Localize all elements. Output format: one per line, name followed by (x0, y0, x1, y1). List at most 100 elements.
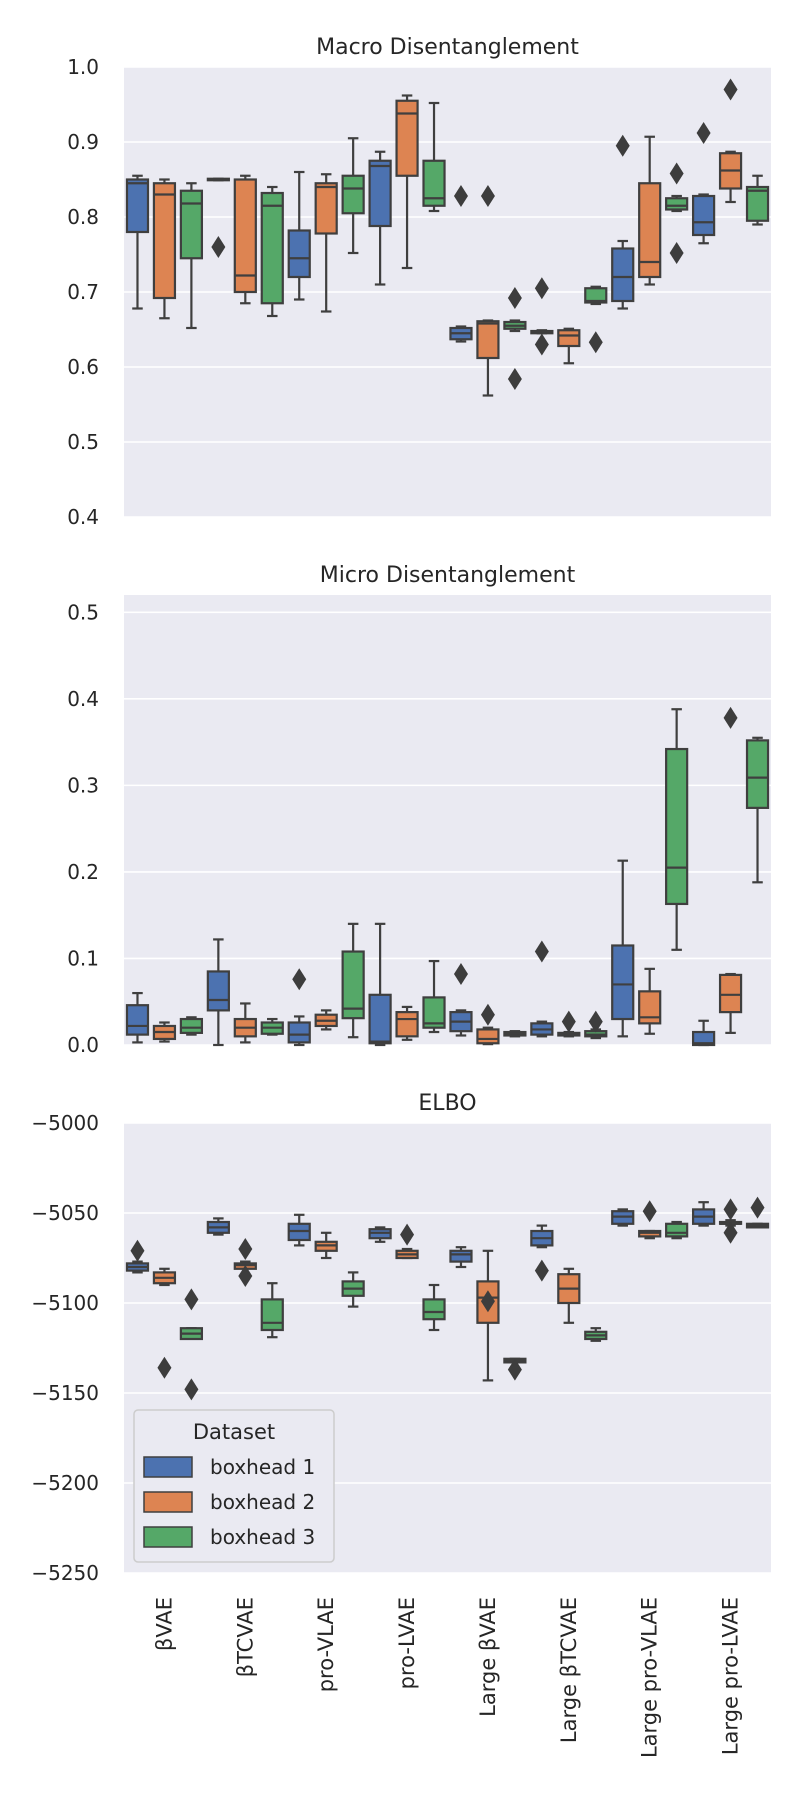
box-7-0 (691, 1201, 716, 1227)
legend-frame (133, 1409, 335, 1563)
box-iqr (368, 159, 392, 228)
box-0-2 (179, 1016, 204, 1036)
y-tick-label: 0.9 (67, 130, 99, 154)
box-3-2 (422, 959, 446, 1034)
y-tick-label: 0.3 (67, 773, 99, 797)
box-3-1 (395, 1223, 419, 1260)
box-iqr (179, 189, 204, 260)
box-0-1 (152, 178, 177, 320)
outlier-marker (453, 185, 468, 207)
box-iqr (449, 1249, 473, 1263)
box-iqr (745, 739, 770, 809)
box-6-1 (638, 1200, 662, 1240)
box-5-1 (557, 327, 581, 365)
box-iqr (638, 990, 662, 1025)
outlier-marker (588, 1010, 603, 1033)
box-iqr (287, 229, 311, 279)
legend-title: Dataset (193, 1420, 275, 1444)
box-iqr (638, 182, 662, 279)
y-tick-label: 0.5 (67, 430, 99, 454)
box-0-0 (125, 991, 150, 1044)
y-tick-label: 0.6 (67, 355, 99, 379)
outlier-marker (723, 1198, 738, 1221)
x-tick-label: βVAE (152, 1597, 176, 1651)
y-tick-label: −5200 (31, 1471, 99, 1495)
box-iqr (665, 747, 689, 906)
panel-2: −5250 −5200 −5150 −5100 −5050 −5000 ELBO (31, 1091, 771, 1585)
box-iqr (611, 247, 635, 303)
outlier-marker (696, 122, 711, 144)
box-7-1 (718, 706, 743, 1034)
box-1-0 (206, 177, 230, 258)
outlier-marker (561, 1010, 576, 1033)
box-iqr (341, 950, 365, 1020)
box-2-1 (314, 1231, 338, 1260)
box-iqr (314, 182, 338, 235)
y-tick-label: 1.0 (67, 55, 99, 79)
x-tick-label: Large βVAE (476, 1597, 500, 1717)
x-tick-label: Large pro-LVAE (719, 1597, 743, 1755)
legend-label: boxhead 3 (210, 1525, 315, 1549)
x-tick-label: Large pro-VLAE (638, 1597, 662, 1758)
box-iqr (206, 970, 230, 1012)
box-6-0 (611, 859, 635, 1038)
y-tick-label: −5250 (31, 1561, 99, 1585)
box-7-2 (745, 174, 770, 226)
box-5-2 (584, 1327, 608, 1342)
panel-title: ELBO (418, 1091, 476, 1116)
outlier-marker (723, 1221, 738, 1244)
box-3-0 (368, 150, 392, 286)
legend-label: boxhead 2 (210, 1490, 315, 1514)
outlier-marker (238, 1265, 253, 1287)
box-2-1 (314, 173, 338, 313)
panel-title: Micro Disentanglement (320, 563, 576, 588)
outlier-marker (130, 1239, 145, 1262)
box-4-1 (476, 185, 500, 397)
box-0-2 (179, 182, 204, 330)
box-4-1 (476, 1003, 500, 1046)
box-iqr (287, 1021, 311, 1044)
box-3-0 (368, 922, 392, 1047)
box-5-0 (530, 277, 554, 356)
box-5-0 (530, 1224, 554, 1282)
panel-0: 0.4 0.5 0.6 0.7 0.8 0.9 1.0 Macro Disentangleme… (67, 35, 771, 529)
box-7-2 (745, 736, 770, 884)
box-4-2 (503, 287, 527, 390)
box-iqr (745, 185, 770, 222)
outlier-marker (750, 1196, 765, 1219)
box-0-2 (179, 1288, 204, 1401)
x-tick-label: pro-LVAE (395, 1597, 419, 1689)
box-3-0 (368, 1226, 392, 1243)
box-iqr (584, 287, 608, 304)
box-5-1 (557, 1010, 581, 1038)
box-iqr (395, 1011, 419, 1038)
box-3-1 (395, 1005, 419, 1041)
legend-swatch (143, 1491, 193, 1513)
box-7-1 (718, 1198, 743, 1244)
box-iqr (260, 191, 284, 305)
box-7-1 (718, 78, 743, 204)
box-4-2 (503, 1357, 527, 1381)
box-iqr (422, 159, 446, 207)
x-tick-label: Large βTCVAE (557, 1597, 581, 1743)
box-2-2 (341, 922, 365, 1039)
box-iqr (691, 194, 716, 237)
box-1-1 (233, 1002, 257, 1044)
outlier-marker (480, 1290, 495, 1313)
box-6-0 (611, 134, 635, 310)
box-iqr (691, 1030, 716, 1047)
y-tick-label: −5050 (31, 1201, 99, 1225)
outlier-marker (669, 242, 684, 264)
y-tick-label: 0.2 (67, 860, 99, 884)
box-3-2 (422, 1283, 446, 1332)
x-tick-label: βTCVAE (233, 1597, 257, 1677)
outlier-marker (211, 236, 226, 258)
panel-1: 0.0 0.1 0.2 0.3 0.4 0.5 Micro Disentanglement (67, 563, 771, 1057)
box-iqr (476, 1028, 500, 1045)
y-tick-label: 0.1 (67, 946, 99, 970)
outlier-marker (184, 1288, 199, 1311)
box-iqr (260, 1298, 284, 1332)
outlier-marker (588, 331, 603, 354)
outlier-marker (534, 1259, 549, 1282)
outlier-marker (292, 968, 307, 991)
